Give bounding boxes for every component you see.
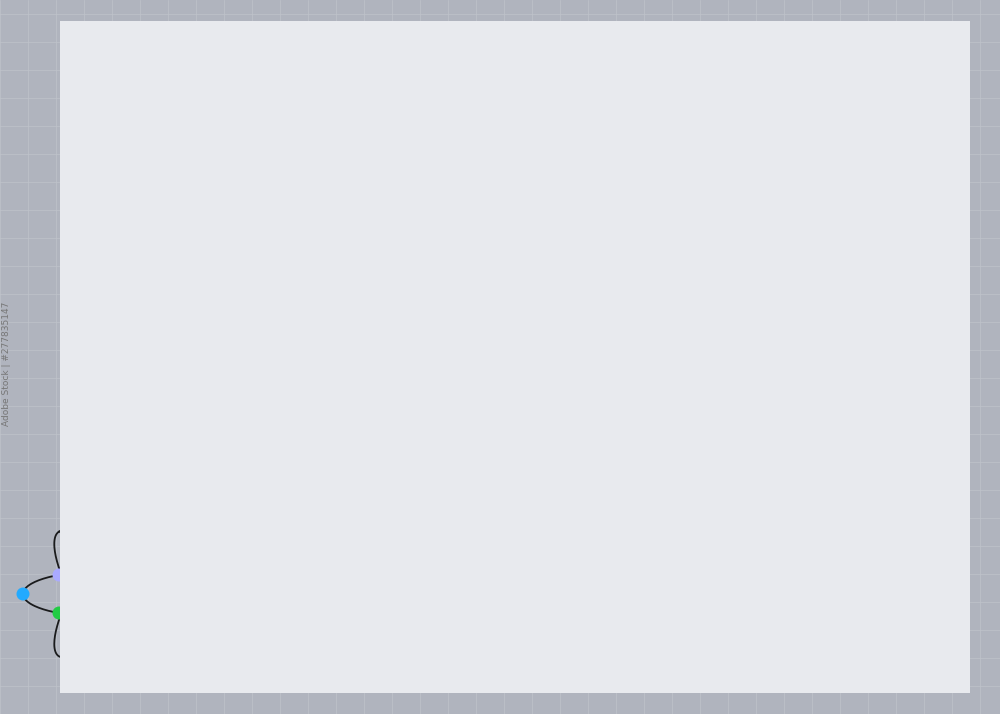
Ellipse shape	[848, 474, 866, 486]
Circle shape	[16, 588, 30, 600]
Circle shape	[160, 588, 174, 600]
Text: 2: 2	[919, 276, 935, 296]
Ellipse shape	[505, 421, 565, 477]
Ellipse shape	[732, 423, 751, 436]
Text: Ornithine: Ornithine	[78, 44, 462, 114]
Ellipse shape	[732, 343, 751, 356]
Text: C: C	[723, 123, 747, 156]
Ellipse shape	[668, 293, 686, 306]
Ellipse shape	[720, 331, 780, 387]
Ellipse shape	[803, 293, 821, 306]
Text: H: H	[121, 218, 149, 251]
Ellipse shape	[656, 283, 714, 336]
Text: O: O	[807, 32, 840, 70]
Text: CH: CH	[439, 218, 491, 251]
Circle shape	[124, 568, 138, 581]
Circle shape	[80, 579, 110, 609]
Ellipse shape	[517, 433, 536, 446]
Text: O: O	[618, 32, 652, 70]
Ellipse shape	[395, 456, 455, 512]
Text: CH: CH	[562, 258, 615, 291]
Text: CH: CH	[709, 213, 761, 246]
Ellipse shape	[407, 468, 426, 481]
Text: 2: 2	[615, 284, 631, 304]
Text: CH: CH	[315, 258, 368, 291]
Circle shape	[52, 568, 66, 581]
Text: N: N	[173, 218, 201, 251]
Text: H: H	[847, 32, 879, 70]
Text: NH: NH	[875, 256, 931, 288]
Text: 2: 2	[350, 284, 366, 304]
Circle shape	[52, 606, 66, 620]
Text: Adobe Stock | #277835147: Adobe Stock | #277835147	[2, 302, 12, 426]
Circle shape	[124, 606, 138, 620]
Ellipse shape	[615, 451, 675, 507]
Ellipse shape	[287, 428, 343, 480]
Text: 2: 2	[490, 244, 506, 264]
Ellipse shape	[837, 463, 893, 515]
Ellipse shape	[720, 411, 780, 467]
Ellipse shape	[298, 439, 316, 451]
Ellipse shape	[791, 283, 848, 336]
Ellipse shape	[627, 463, 646, 476]
Text: 2: 2	[155, 241, 171, 261]
